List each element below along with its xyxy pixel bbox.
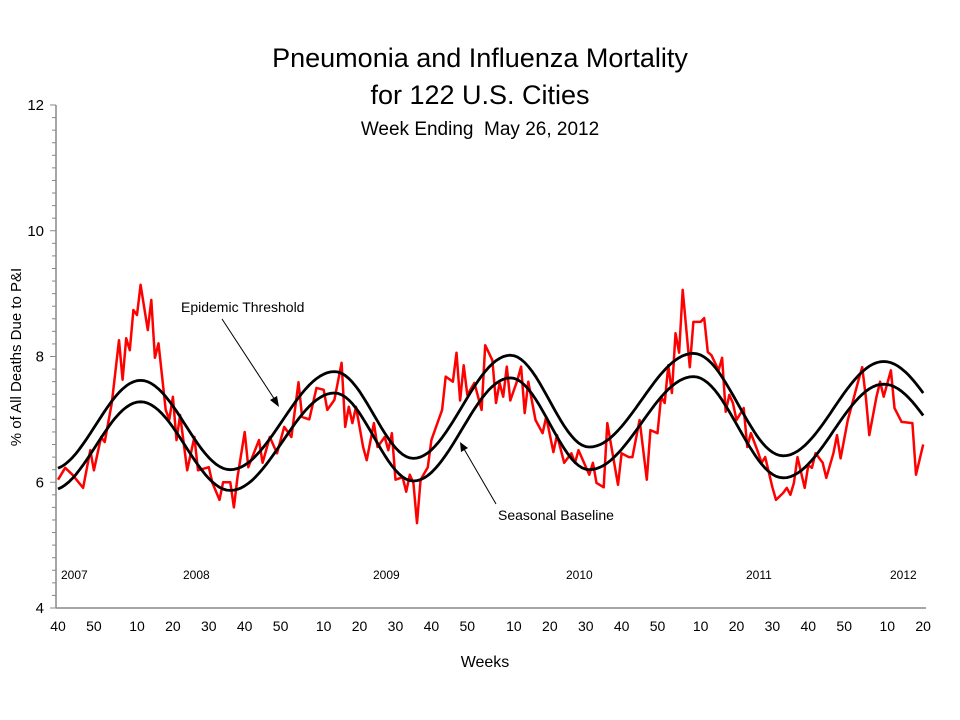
chart-subtitle: Week Ending May 26, 2012 [361, 119, 599, 140]
y-tick-label: 6 [36, 474, 44, 491]
x-tick-label: 50 [86, 618, 102, 634]
baseline-arrowhead [460, 442, 468, 452]
x-tick-label: 10 [880, 618, 896, 634]
x-tick-label: 20 [352, 618, 368, 634]
y-tick-label: 4 [36, 600, 44, 617]
x-tick-label: 40 [237, 618, 253, 634]
x-tick-label: 10 [129, 618, 145, 634]
baseline-annotation: Seasonal Baseline [460, 442, 614, 523]
baseline-arrow [463, 448, 497, 505]
year-label: 2008 [183, 568, 210, 582]
chart-title-line2: for 122 U.S. Cities [370, 80, 589, 110]
x-tick-label: 40 [614, 618, 630, 634]
y-tick-label: 12 [27, 97, 44, 114]
x-tick-label: 30 [765, 618, 781, 634]
year-label: 2011 [746, 568, 772, 582]
x-tick-label: 20 [542, 618, 558, 634]
baseline-line [57, 375, 925, 492]
threshold-arrowhead [270, 396, 279, 407]
x-tick-labels: 40 50 10 20 30 40 50 10 20 30 40 50 10 20 30 40 50 10 20 30… [50, 618, 931, 634]
x-axis-label: Weeks [461, 654, 510, 671]
year-label: 2009 [373, 568, 400, 582]
x-tick-label: 50 [650, 618, 666, 634]
x-tick-label: 50 [273, 618, 289, 634]
threshold-arrow [221, 318, 276, 401]
x-tick-label: 50 [836, 618, 852, 634]
series-lines [56, 283, 925, 525]
x-tick-label: 10 [506, 618, 522, 634]
year-label: 2012 [890, 568, 917, 582]
observed-line [56, 283, 925, 525]
x-tick-label: 20 [165, 618, 181, 634]
year-labels: 2007 2008 2009 2010 2011 2012 [61, 568, 917, 582]
year-label: 2010 [566, 568, 593, 582]
x-tick-label: 20 [915, 618, 931, 634]
x-tick-label: 20 [729, 618, 745, 634]
axes [50, 104, 926, 609]
x-tick-label: 40 [50, 618, 66, 634]
year-label: 2007 [61, 568, 88, 582]
y-tick-label: 10 [27, 223, 44, 240]
chart-title: Pneumonia and Influenza Mortality [272, 43, 688, 73]
threshold-line [57, 352, 925, 472]
x-tick-label: 40 [801, 618, 817, 634]
y-tick-label: 8 [36, 349, 44, 366]
x-tick-label: 10 [316, 618, 332, 634]
threshold-annotation-label: Epidemic Threshold [181, 299, 304, 315]
x-tick-label: 10 [693, 618, 709, 634]
threshold-annotation: Epidemic Threshold [181, 299, 304, 407]
x-tick-label: 30 [201, 618, 217, 634]
x-tick-label: 30 [578, 618, 594, 634]
y-axis-label: % of All Deaths Due to P&I [8, 268, 25, 446]
x-tick-label: 50 [459, 618, 475, 634]
x-tick-label: 40 [424, 618, 440, 634]
baseline-annotation-label: Seasonal Baseline [498, 507, 614, 523]
x-tick-label: 30 [388, 618, 404, 634]
y-tick-labels: 4 6 8 10 12 [27, 97, 44, 617]
